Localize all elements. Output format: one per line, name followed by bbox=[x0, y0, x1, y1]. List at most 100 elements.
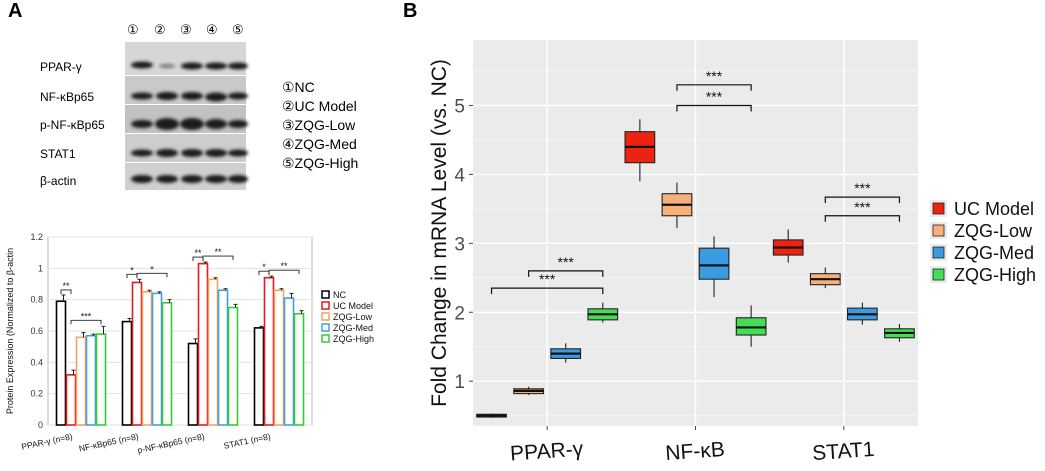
legend-label: ZQG-Low bbox=[954, 221, 1033, 241]
y-axis-label: Fold Change in mRNA Level (vs. NC) bbox=[428, 59, 451, 407]
significance-bracket bbox=[824, 196, 901, 204]
bar bbox=[273, 289, 285, 426]
lane-legend-item: ①NC bbox=[282, 79, 315, 95]
legend-label: UC Model bbox=[333, 301, 373, 311]
legend-swatch bbox=[932, 268, 945, 281]
y-tick-label: 0.6 bbox=[30, 326, 43, 336]
x-tick-label: STAT1 bbox=[812, 438, 876, 465]
legend-label: ZQG-Med bbox=[954, 243, 1034, 263]
significance-label: * bbox=[130, 265, 134, 275]
bar bbox=[95, 333, 107, 426]
bar bbox=[207, 278, 219, 426]
box bbox=[698, 247, 730, 280]
bar bbox=[253, 327, 265, 426]
y-tick-label: 0 bbox=[38, 420, 43, 430]
significance-label: ** bbox=[280, 261, 288, 271]
lane-number: ③ bbox=[180, 22, 192, 37]
legend-label: ZQG-High bbox=[954, 265, 1036, 285]
x-tick-label: PPAR-γ bbox=[509, 437, 584, 465]
significance-bracket bbox=[824, 215, 901, 222]
lane-legend-item: ⑤ZQG-High bbox=[282, 155, 359, 171]
significance-label: *** bbox=[558, 254, 575, 270]
bar bbox=[161, 302, 173, 426]
bar bbox=[283, 297, 295, 426]
bar bbox=[55, 300, 67, 426]
bar bbox=[121, 320, 133, 426]
legend-swatch bbox=[321, 301, 330, 310]
significance-bracket bbox=[60, 289, 72, 294]
significance-bracket bbox=[268, 269, 300, 275]
significance-label: * bbox=[262, 262, 266, 272]
y-tick-label: 2 bbox=[454, 303, 465, 324]
y-tick-label: 1 bbox=[454, 372, 465, 393]
lane-number: ② bbox=[154, 22, 166, 37]
legend-label: ZQG-Med bbox=[333, 323, 373, 333]
mrna-box-chart: 1 2 3 4 5 PPAR-γ NF-κB STAT1 Fold Change in mRNA… bbox=[428, 40, 1036, 466]
y-tick-label: 4 bbox=[454, 165, 465, 186]
panel-a-letter: A bbox=[8, 0, 23, 22]
lane-legend-item: ④ZQG-Med bbox=[282, 136, 357, 152]
lane-legend-item: ③ZQG-Low bbox=[282, 117, 356, 133]
significance-label: ** bbox=[62, 281, 70, 291]
bar bbox=[263, 276, 275, 426]
blot-row-label: p-NF-κBp65 bbox=[40, 118, 105, 132]
protein-bar-chart: 0 0.2 0.4 0.6 0.8 1 1.2 Protein Expression (Nor… bbox=[5, 232, 374, 455]
legend-label: ZQG-Low bbox=[333, 312, 373, 322]
significance-label: *** bbox=[706, 68, 723, 84]
lane-number: ④ bbox=[206, 22, 218, 37]
significance-bracket bbox=[202, 255, 234, 261]
lane-number: ⑤ bbox=[232, 22, 244, 37]
significance-label: ** bbox=[214, 247, 222, 257]
lane-legend-item: ②UC Model bbox=[282, 98, 357, 114]
significance-label: *** bbox=[539, 271, 556, 287]
western-blot-image bbox=[125, 42, 248, 190]
significance-label: * bbox=[150, 264, 154, 274]
bar bbox=[65, 374, 77, 426]
significance-label: ** bbox=[194, 248, 202, 258]
y-tick-label: 0.4 bbox=[30, 357, 43, 367]
legend-swatch bbox=[321, 312, 330, 321]
bar bbox=[227, 306, 239, 426]
legend-swatch bbox=[932, 224, 945, 237]
legend-label: ZQG-High bbox=[333, 334, 374, 344]
y-tick-label: 0.8 bbox=[30, 295, 43, 305]
y-tick-label: 1.2 bbox=[30, 232, 43, 242]
blot-row-label: β-actin bbox=[40, 174, 77, 188]
x-tick-label: NF-κB bbox=[665, 438, 726, 465]
bar bbox=[131, 281, 143, 426]
legend-label: UC Model bbox=[954, 199, 1034, 219]
bar bbox=[151, 292, 163, 426]
panel-b-letter: B bbox=[403, 0, 418, 22]
y-tick-label: 5 bbox=[454, 96, 465, 117]
x-tick-label: NF-κBp65 (n=8) bbox=[78, 431, 140, 453]
bar bbox=[293, 312, 305, 426]
y-axis-label: Protein Expression (Normalized to β-acti… bbox=[5, 248, 15, 414]
legend-swatch bbox=[932, 202, 945, 215]
x-tick-label: PPAR-γ (n=8) bbox=[20, 431, 73, 452]
significance-bracket bbox=[528, 270, 604, 277]
significance-label: *** bbox=[81, 311, 92, 321]
significance-label: *** bbox=[854, 199, 871, 215]
legend-swatch bbox=[321, 290, 330, 299]
bar bbox=[75, 336, 87, 426]
legend-label: NC bbox=[333, 290, 346, 300]
legend-swatch bbox=[932, 246, 945, 259]
x-tick-label: STAT1 (n=8) bbox=[223, 431, 272, 451]
legend-swatch bbox=[321, 334, 330, 343]
significance-bracket bbox=[490, 287, 604, 295]
y-tick-label: 3 bbox=[454, 234, 465, 255]
lane-number: ① bbox=[127, 22, 139, 37]
x-tick-label: p-NF-κBp65 (n=8) bbox=[137, 431, 206, 455]
y-tick-label: 0.2 bbox=[30, 389, 43, 399]
bar bbox=[197, 262, 209, 426]
blot-row-label: PPAR-γ bbox=[40, 60, 82, 74]
significance-bracket bbox=[136, 272, 168, 278]
bar bbox=[187, 342, 199, 426]
significance-label: *** bbox=[706, 88, 723, 104]
significance-bracket bbox=[676, 104, 752, 112]
bar bbox=[217, 289, 229, 426]
bar bbox=[141, 291, 153, 426]
bar bbox=[85, 334, 97, 426]
significance-label: *** bbox=[854, 180, 871, 196]
legend-swatch bbox=[321, 323, 330, 332]
